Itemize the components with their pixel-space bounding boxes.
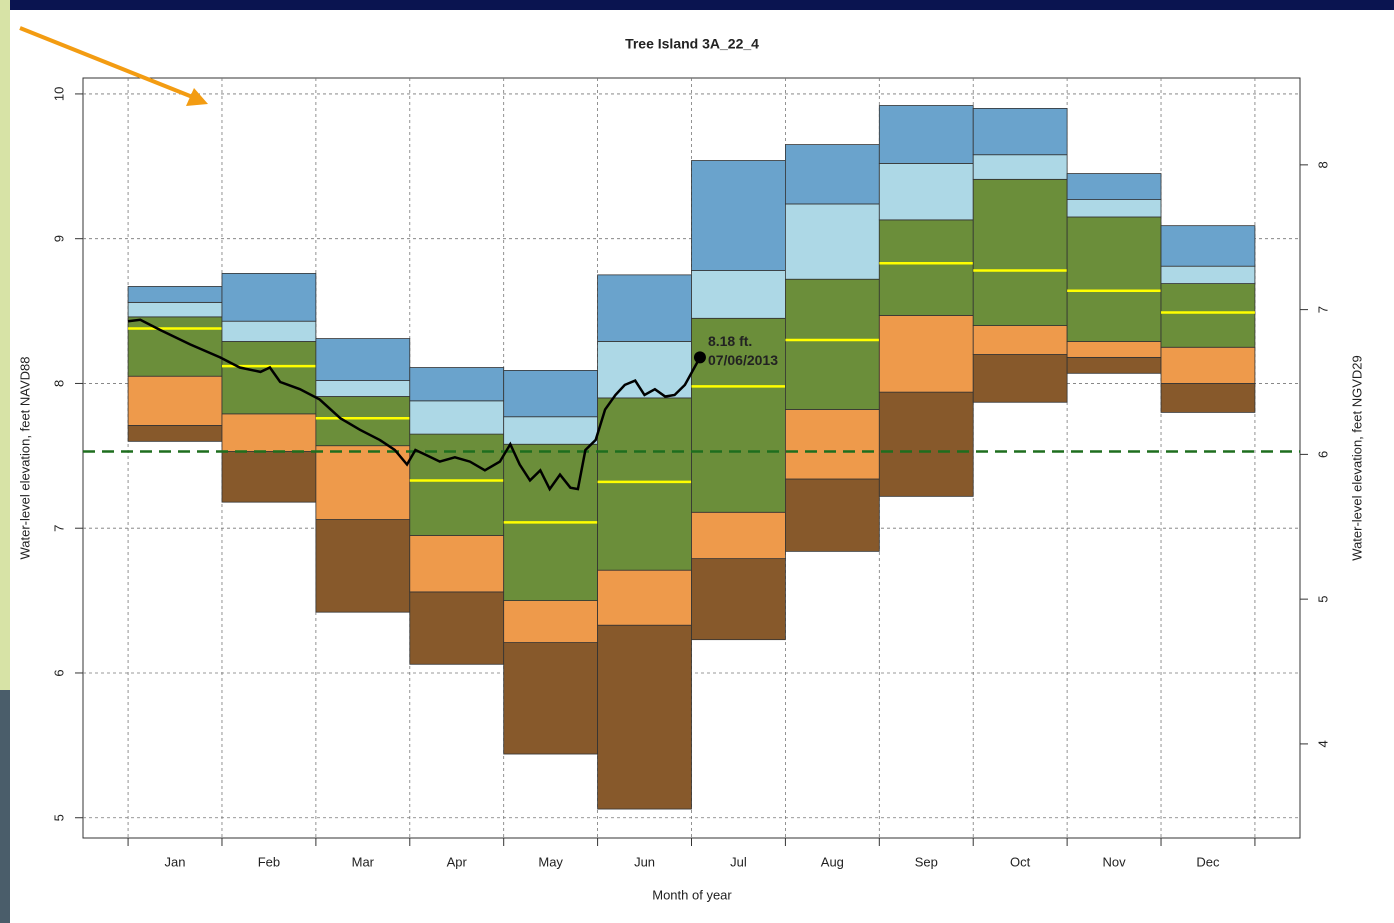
band-segment — [315, 519, 411, 613]
y2-tick-label: 5 — [1315, 596, 1330, 603]
band-segment — [1066, 199, 1162, 218]
x-tick-label: Sep — [915, 854, 938, 869]
band-segment — [691, 160, 786, 271]
x-tick-label: Mar — [352, 854, 375, 869]
band-segment — [409, 433, 505, 536]
band-segment — [878, 391, 974, 497]
band-segment — [1160, 383, 1256, 413]
band-segment — [691, 317, 786, 513]
band-segment — [1160, 283, 1256, 348]
water-level-line — [127, 318, 702, 492]
band-segment — [221, 451, 317, 503]
band-segment — [1066, 356, 1162, 374]
band-segment — [785, 278, 880, 410]
band-segment — [597, 274, 692, 342]
band-segment — [972, 178, 1068, 326]
plot: 5 6 7 8 9 10 4 5 6 7 8 Jan Feb Mar Apr May Jun Jul Aug Sep O… — [51, 78, 1330, 869]
band-segment — [691, 270, 786, 319]
band-segment — [1160, 265, 1256, 284]
band-segment — [221, 413, 317, 452]
x-tick-label: Dec — [1196, 854, 1220, 869]
band-segment — [1066, 173, 1162, 201]
x-tick-label: Aug — [821, 854, 844, 869]
x-tick-label: May — [538, 854, 563, 869]
chart-title: Tree Island 3A_22_4 — [625, 36, 759, 52]
band-segment — [409, 400, 505, 435]
annotation-label: 8.18 ft. — [708, 333, 752, 349]
band-segment — [221, 320, 317, 342]
band-segment — [221, 273, 317, 322]
band-segment — [597, 569, 692, 626]
band-segment — [691, 558, 786, 641]
x-tick-label: Jul — [730, 854, 747, 869]
y-tick-label: 7 — [51, 525, 66, 532]
x-tick-label: Nov — [1103, 854, 1127, 869]
x-tick-label: Apr — [447, 854, 468, 869]
band-segment — [1066, 341, 1162, 358]
side-map — [0, 0, 10, 690]
band-segment — [1066, 216, 1162, 342]
band-segment — [597, 341, 692, 399]
arrow-head — [186, 88, 208, 106]
band-segment — [127, 316, 223, 377]
y-tick-label: 6 — [51, 669, 66, 676]
band-segment — [785, 409, 880, 480]
x-axis-label: Month of year — [652, 887, 732, 902]
x-tick-label: Oct — [1010, 854, 1031, 869]
band-segment — [1160, 346, 1256, 384]
band-segment — [127, 286, 223, 303]
side-photo — [0, 690, 10, 923]
band-segment — [785, 144, 880, 205]
y2-tick-label: 8 — [1315, 161, 1330, 168]
band-segment — [127, 375, 223, 426]
y-tick-label: 5 — [51, 814, 66, 821]
band-segment — [691, 511, 786, 560]
band-segment — [315, 396, 411, 447]
band-segment — [315, 338, 411, 381]
band-segment — [503, 600, 598, 643]
x-tick-label: Jan — [165, 854, 186, 869]
band-segment — [878, 105, 974, 164]
y2-axis-label: Water-level elevation, feet NGVD29 — [1349, 355, 1364, 560]
band-segment — [503, 642, 598, 755]
band-segment — [409, 367, 505, 402]
band-segment — [221, 341, 317, 415]
band-segment — [503, 370, 598, 418]
y2-tick-label: 4 — [1315, 740, 1330, 747]
band-segment — [127, 301, 223, 318]
band-segment — [972, 325, 1068, 355]
annotation-date: 07/06/2013 — [708, 352, 778, 368]
band-segment — [315, 380, 411, 397]
band-segment — [972, 354, 1068, 403]
y-tick-label: 9 — [51, 235, 66, 242]
band-segment — [315, 445, 411, 520]
band-segment — [597, 624, 692, 810]
band-segment — [972, 108, 1068, 156]
band-segment — [785, 203, 880, 280]
y2-tick-label: 7 — [1315, 306, 1330, 313]
band-segment — [127, 425, 223, 442]
band-segment — [972, 154, 1068, 180]
y-axis-label: Water-level elevation, feet NAVD88 — [17, 356, 32, 559]
band-segment — [785, 478, 880, 552]
x-tick-label: Jun — [634, 854, 655, 869]
band-segment — [878, 315, 974, 393]
band-segment — [878, 219, 974, 316]
band-segment — [878, 163, 974, 221]
annotation-point — [693, 351, 706, 364]
band-segment — [597, 397, 692, 571]
x-tick-label: Feb — [258, 854, 280, 869]
band-segment — [503, 416, 598, 445]
y-tick-label: 8 — [51, 380, 66, 387]
band-segment — [409, 591, 505, 665]
y-tick-label: 10 — [51, 87, 66, 101]
y2-tick-label: 6 — [1315, 451, 1330, 458]
band-segment — [1160, 225, 1256, 267]
arrow-shaft — [19, 26, 201, 102]
band-segment — [409, 535, 505, 593]
